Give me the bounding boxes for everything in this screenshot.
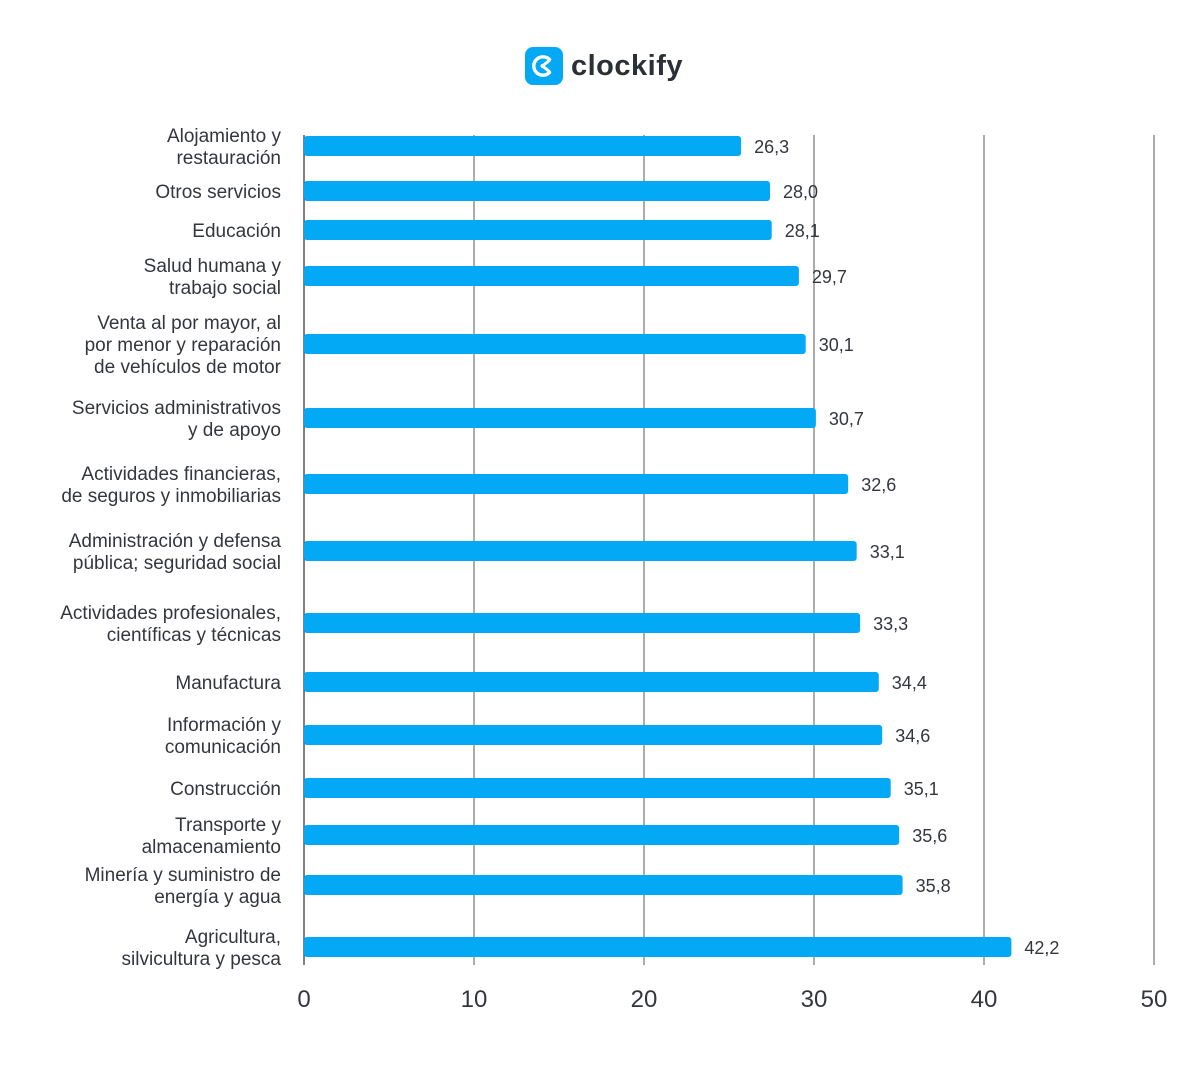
bar xyxy=(304,334,806,354)
bar xyxy=(304,541,857,561)
data-label: 34,6 xyxy=(895,726,930,746)
data-label: 26,3 xyxy=(754,137,789,157)
bar xyxy=(304,672,879,692)
x-tick-label: 0 xyxy=(297,986,310,1013)
category-label: y de apoyo xyxy=(188,420,281,441)
bar xyxy=(304,613,861,633)
bar xyxy=(304,266,799,286)
category-label: energía y agua xyxy=(154,887,281,908)
category-label: Salud humana y xyxy=(144,256,282,277)
data-label: 30,7 xyxy=(829,409,864,429)
bar xyxy=(304,778,891,798)
category-label: silvicultura y pesca xyxy=(122,949,282,970)
data-label: 30,1 xyxy=(819,335,854,355)
x-tick-label: 20 xyxy=(631,986,658,1013)
bar xyxy=(304,725,883,745)
data-label: 35,6 xyxy=(912,826,947,846)
category-label: científicas y técnicas xyxy=(107,625,281,646)
category-label: Información y xyxy=(167,715,282,736)
category-label: Venta al por mayor, al xyxy=(97,313,281,334)
data-label: 33,1 xyxy=(870,542,905,562)
bar xyxy=(304,181,770,201)
x-tick-label: 40 xyxy=(971,986,998,1013)
category-label: Transporte y xyxy=(175,815,281,836)
category-label: Actividades financieras, xyxy=(81,464,281,485)
clockify-logo-icon xyxy=(525,47,563,85)
category-label: restauración xyxy=(176,148,281,169)
data-label: 28,0 xyxy=(783,182,818,202)
brand-name: clockify xyxy=(571,49,683,82)
category-label: trabajo social xyxy=(169,278,281,299)
data-label: 35,1 xyxy=(904,779,939,799)
category-label: Otros servicios xyxy=(155,182,281,203)
category-label: Actividades profesionales, xyxy=(60,603,281,624)
x-tick-label: 50 xyxy=(1141,986,1168,1013)
data-label: 35,8 xyxy=(916,876,951,896)
bar xyxy=(304,937,1012,957)
bar xyxy=(304,825,900,845)
category-label: almacenamiento xyxy=(142,837,281,858)
data-label: 29,7 xyxy=(812,267,847,287)
data-label: 34,4 xyxy=(892,673,927,693)
category-label: Minería y suministro de xyxy=(85,865,281,886)
category-label: de vehículos de motor xyxy=(94,357,282,378)
category-label: Educación xyxy=(192,221,281,242)
bar xyxy=(304,875,903,895)
data-label: 32,6 xyxy=(861,475,896,495)
category-label: Agricultura, xyxy=(185,927,281,948)
category-label: Alojamiento y xyxy=(167,126,282,147)
category-label: comunicación xyxy=(165,737,281,758)
data-label: 42,2 xyxy=(1024,938,1059,958)
category-label: pública; seguridad social xyxy=(73,553,281,574)
x-tick-label: 30 xyxy=(801,986,828,1013)
data-label: 28,1 xyxy=(785,221,820,241)
data-label: 33,3 xyxy=(873,614,908,634)
x-tick-label: 10 xyxy=(461,986,488,1013)
category-label: Servicios administrativos xyxy=(72,398,281,419)
bar xyxy=(304,136,742,156)
category-label: Administración y defensa xyxy=(69,531,282,552)
category-label: de seguros y inmobiliarias xyxy=(61,486,281,507)
category-label: por menor y reparación xyxy=(85,335,281,356)
bar xyxy=(304,408,816,428)
bar xyxy=(304,220,772,240)
clockify-logo: clockify xyxy=(525,47,683,85)
category-label: Manufactura xyxy=(175,673,281,694)
bar xyxy=(304,474,849,494)
category-label: Construcción xyxy=(170,779,281,800)
